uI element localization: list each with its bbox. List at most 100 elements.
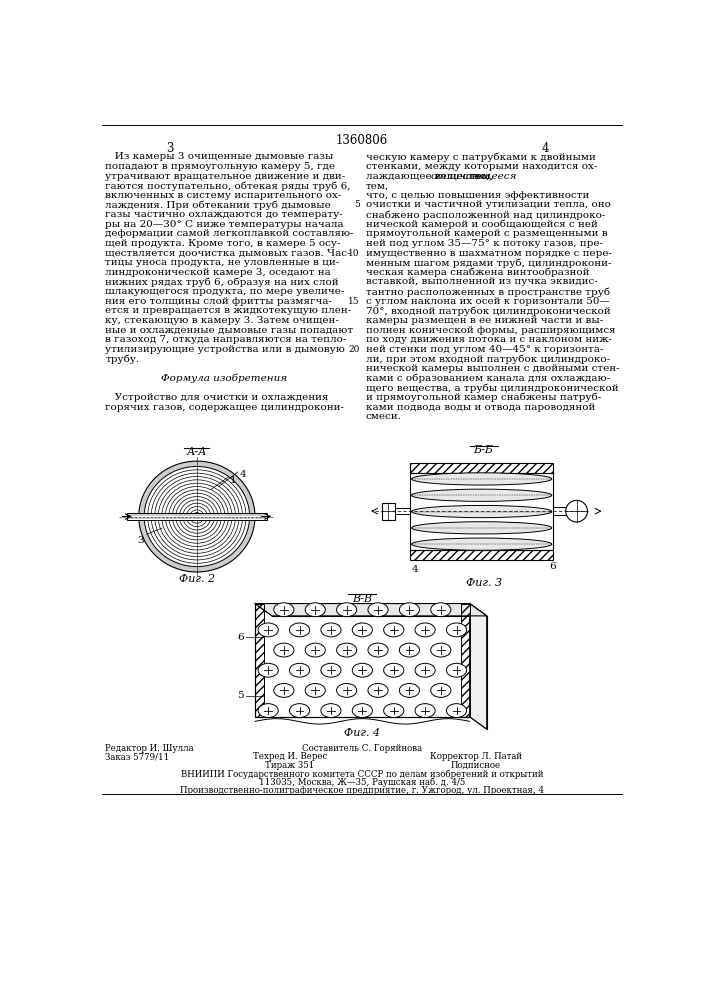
- Text: ли, при этом входной патрубок цилиндроко-: ли, при этом входной патрубок цилиндроко…: [366, 354, 610, 364]
- Text: 10: 10: [348, 249, 360, 258]
- Text: стенками, между которыми находится ох-: стенками, между которыми находится ох-: [366, 162, 597, 171]
- Text: трубу.: трубу.: [105, 354, 140, 364]
- Ellipse shape: [352, 704, 373, 718]
- Ellipse shape: [415, 663, 436, 677]
- Ellipse shape: [274, 643, 294, 657]
- Text: камеры размещен в ее нижней части и вы-: камеры размещен в ее нижней части и вы-: [366, 316, 603, 325]
- Text: лаждающее вещество,: лаждающее вещество,: [366, 172, 493, 181]
- Text: линдроконической камере 3, оседают на: линдроконической камере 3, оседают на: [105, 268, 331, 277]
- Ellipse shape: [399, 683, 419, 697]
- Ellipse shape: [289, 704, 310, 718]
- Text: по ходу движения потока и с наклоном ниж-: по ходу движения потока и с наклоном ниж…: [366, 335, 612, 344]
- Ellipse shape: [446, 623, 467, 637]
- Ellipse shape: [305, 603, 325, 617]
- Text: щего вещества, а трубы цилиндроконической: щего вещества, а трубы цилиндроконическо…: [366, 383, 619, 393]
- Text: вставкой, выполненной из пучка эквидис-: вставкой, выполненной из пучка эквидис-: [366, 277, 597, 286]
- Text: тем,: тем,: [366, 181, 389, 190]
- Text: 5: 5: [354, 200, 360, 209]
- Ellipse shape: [411, 522, 552, 534]
- Text: утрачивают вращательное движение и дви-: утрачивают вращательное движение и дви-: [105, 172, 346, 181]
- Text: включенных в систему испарительного ох-: включенных в систему испарительного ох-: [105, 191, 341, 200]
- Ellipse shape: [431, 683, 451, 697]
- Text: 1: 1: [230, 476, 236, 485]
- Text: А-А: А-А: [187, 447, 207, 457]
- Text: ные и охлажденные дымовые газы попадают: ные и охлажденные дымовые газы попадают: [105, 326, 354, 335]
- Text: Редактор И. Шулла: Редактор И. Шулла: [105, 744, 194, 753]
- Ellipse shape: [411, 505, 552, 518]
- Ellipse shape: [368, 683, 388, 697]
- Text: 3: 3: [138, 536, 144, 545]
- Text: шлакующегося продукта, по мере увеличе-: шлакующегося продукта, по мере увеличе-: [105, 287, 345, 296]
- Text: ВНИИПИ Государственного комитета СССР по делам изобретений и открытий: ВНИИПИ Государственного комитета СССР по…: [181, 769, 543, 779]
- Ellipse shape: [384, 704, 404, 718]
- Text: 6: 6: [549, 562, 556, 571]
- Ellipse shape: [384, 623, 404, 637]
- Text: 4: 4: [411, 565, 418, 574]
- Text: ней стенки под углом 40—45° к горизонта-: ней стенки под углом 40—45° к горизонта-: [366, 345, 603, 354]
- Text: ры на 20—30° С ниже температуры начала: ры на 20—30° С ниже температуры начала: [105, 220, 344, 229]
- Text: 4: 4: [542, 142, 549, 155]
- Ellipse shape: [144, 466, 250, 567]
- Text: тантно расположенных в пространстве труб: тантно расположенных в пространстве труб: [366, 287, 610, 297]
- Text: 4: 4: [240, 470, 246, 479]
- Text: утилизирующие устройства или в дымовую: утилизирующие устройства или в дымовую: [105, 345, 345, 354]
- Polygon shape: [255, 604, 486, 616]
- Ellipse shape: [368, 643, 388, 657]
- Ellipse shape: [415, 704, 436, 718]
- Text: Фиг. 2: Фиг. 2: [179, 574, 215, 584]
- Ellipse shape: [193, 513, 201, 520]
- Ellipse shape: [352, 663, 373, 677]
- Text: ческую камеру с патрубками к двойными: ческую камеру с патрубками к двойными: [366, 152, 596, 162]
- Text: попадают в прямоугольную камеру 5, где: попадают в прямоугольную камеру 5, где: [105, 162, 335, 171]
- Text: Устройство для очистки и охлаждения: Устройство для очистки и охлаждения: [105, 393, 329, 402]
- Ellipse shape: [411, 538, 552, 550]
- Bar: [255, 604, 469, 717]
- Text: нижних рядах труб 6, образуя на них слой: нижних рядах труб 6, образуя на них слой: [105, 277, 339, 287]
- Polygon shape: [469, 604, 486, 729]
- Ellipse shape: [352, 623, 373, 637]
- Ellipse shape: [411, 489, 552, 501]
- Ellipse shape: [415, 623, 436, 637]
- Text: лаждения. При обтекании труб дымовые: лаждения. При обтекании труб дымовые: [105, 200, 331, 210]
- Text: Корректор Л. Патай: Корректор Л. Патай: [430, 752, 522, 761]
- Ellipse shape: [446, 704, 467, 718]
- Ellipse shape: [258, 623, 279, 637]
- Ellipse shape: [305, 683, 325, 697]
- Text: ками подвода воды и отвода пароводяной: ками подвода воды и отвода пароводяной: [366, 403, 595, 412]
- Text: прямоугольной камерой с размещенными в: прямоугольной камерой с размещенными в: [366, 229, 607, 238]
- Text: ется и превращается в жидкотекущую плен-: ется и превращается в жидкотекущую плен-: [105, 306, 351, 315]
- Text: тицы уноса продукта, не уловленные в ци-: тицы уноса продукта, не уловленные в ци-: [105, 258, 339, 267]
- Text: В-В: В-В: [352, 594, 372, 604]
- Text: Формула изобретения: Формула изобретения: [161, 374, 287, 383]
- Text: щей продукта. Кроме того, в камере 5 осу-: щей продукта. Кроме того, в камере 5 осу…: [105, 239, 341, 248]
- Text: Из камеры 3 очищенные дымовые газы: Из камеры 3 очищенные дымовые газы: [105, 152, 334, 161]
- Text: Фиг. 4: Фиг. 4: [344, 728, 380, 738]
- Text: 1360806: 1360806: [336, 134, 388, 147]
- Text: Фиг. 3: Фиг. 3: [466, 578, 502, 588]
- Text: ку, стекающую в камеру 3. Затем очищен-: ку, стекающую в камеру 3. Затем очищен-: [105, 316, 339, 325]
- Text: Б-Б: Б-Б: [474, 445, 493, 455]
- Bar: [410, 463, 554, 473]
- Text: 15: 15: [348, 297, 360, 306]
- Ellipse shape: [399, 643, 419, 657]
- Bar: [127, 513, 267, 520]
- Ellipse shape: [321, 704, 341, 718]
- Ellipse shape: [411, 473, 552, 485]
- Ellipse shape: [431, 603, 451, 617]
- Ellipse shape: [139, 461, 255, 572]
- Ellipse shape: [337, 683, 357, 697]
- Text: ней под углом 35—75° к потоку газов, пре-: ней под углом 35—75° к потоку газов, пре…: [366, 239, 603, 248]
- Ellipse shape: [274, 603, 294, 617]
- Text: отличающееся: отличающееся: [430, 172, 517, 181]
- Ellipse shape: [337, 603, 357, 617]
- Text: ществляется доочистка дымовых газов. Час-: ществляется доочистка дымовых газов. Час…: [105, 249, 351, 258]
- Text: Заказ 5779/11: Заказ 5779/11: [105, 752, 170, 761]
- Text: 5: 5: [238, 691, 244, 700]
- Text: 20: 20: [349, 345, 360, 354]
- Ellipse shape: [337, 643, 357, 657]
- Text: гаются поступательно, обтекая ряды труб 6,: гаются поступательно, обтекая ряды труб …: [105, 181, 351, 191]
- Text: в газоход 7, откуда направляются на тепло-: в газоход 7, откуда направляются на тепл…: [105, 335, 347, 344]
- Bar: [461, 604, 469, 717]
- Text: менным шагом рядами труб, цилиндрокони-: менным шагом рядами труб, цилиндрокони-: [366, 258, 612, 268]
- Ellipse shape: [321, 623, 341, 637]
